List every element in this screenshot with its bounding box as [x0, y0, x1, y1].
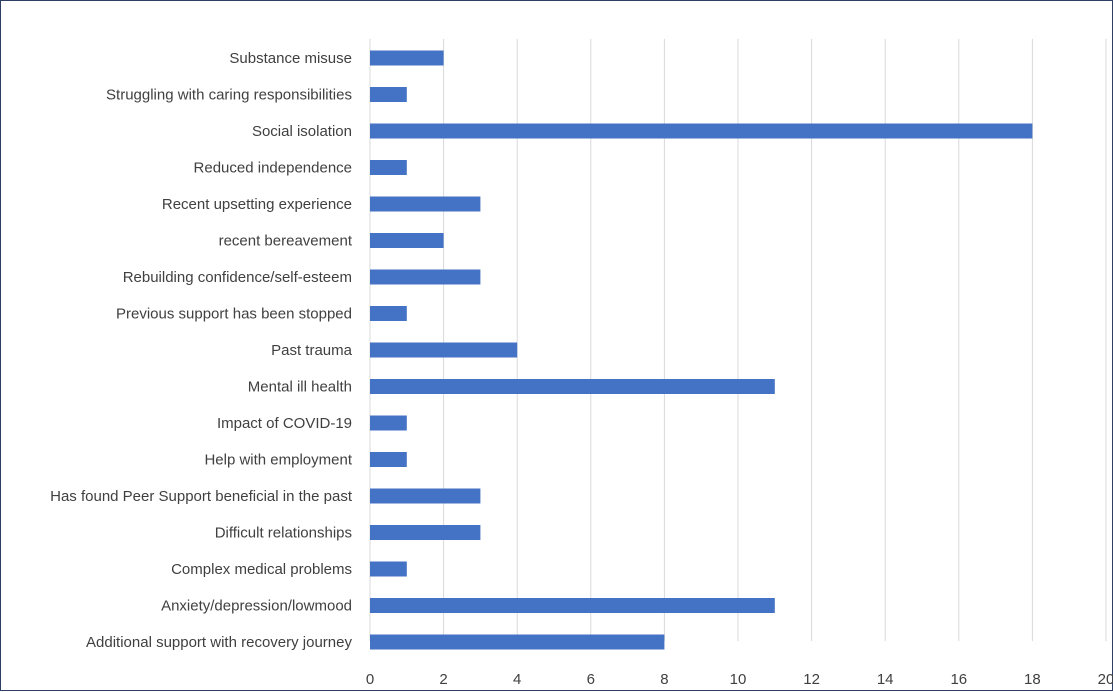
- bar: [370, 306, 407, 321]
- bar: [370, 452, 407, 467]
- category-labels: Substance misuse Struggling with caring r…: [50, 50, 353, 651]
- bar: [370, 379, 775, 394]
- bar: [370, 561, 407, 577]
- x-axis-ticks: 0 2 4 6 8 10 12 14 16 18 20: [366, 671, 1113, 688]
- category-label: Social isolation: [252, 123, 352, 140]
- x-tick-label: 8: [660, 671, 668, 688]
- bar: [370, 196, 481, 212]
- bar: [370, 233, 444, 248]
- category-label: Help with employment: [204, 452, 352, 469]
- x-tick-label: 2: [439, 671, 447, 688]
- x-tick-label: 16: [950, 671, 967, 688]
- x-tick-label: 12: [803, 671, 820, 688]
- x-tick-label: 6: [587, 671, 595, 688]
- x-tick-label: 14: [877, 671, 894, 688]
- x-tick-label: 0: [366, 671, 374, 688]
- bar: [370, 269, 481, 285]
- bar: [370, 50, 444, 66]
- category-label: Has found Peer Support beneficial in the…: [50, 488, 353, 505]
- category-label: Mental ill health: [248, 379, 352, 396]
- category-label: Complex medical problems: [171, 561, 352, 578]
- bar: [370, 160, 407, 175]
- x-tick-label: 10: [730, 671, 747, 688]
- category-label: Rebuilding confidence/self-esteem: [123, 269, 352, 286]
- bar: [370, 634, 665, 650]
- bar: [370, 488, 481, 504]
- x-tick-label: 20: [1098, 671, 1113, 688]
- category-label: Impact of COVID-19: [217, 415, 352, 432]
- gridlines: [369, 39, 1107, 641]
- bar: [370, 87, 407, 102]
- bar: [370, 123, 1033, 139]
- category-label: recent bereavement: [219, 233, 353, 250]
- x-tick-label: 4: [513, 671, 521, 688]
- bar: [370, 598, 775, 613]
- bar: [370, 415, 407, 431]
- bars: [370, 50, 1033, 650]
- bar: [370, 342, 518, 358]
- bar: [370, 525, 481, 540]
- category-label: Difficult relationships: [215, 525, 352, 542]
- category-label: Reduced independence: [194, 160, 352, 177]
- x-tick-label: 18: [1024, 671, 1041, 688]
- category-label: Additional support with recovery journey: [86, 634, 352, 651]
- category-label: Recent upsetting experience: [162, 196, 352, 213]
- category-label: Struggling with caring responsibilities: [106, 87, 352, 104]
- category-label: Past trauma: [271, 342, 353, 359]
- category-label: Anxiety/depression/lowmood: [161, 598, 352, 615]
- category-label: Previous support has been stopped: [116, 306, 352, 323]
- category-label: Substance misuse: [229, 50, 352, 67]
